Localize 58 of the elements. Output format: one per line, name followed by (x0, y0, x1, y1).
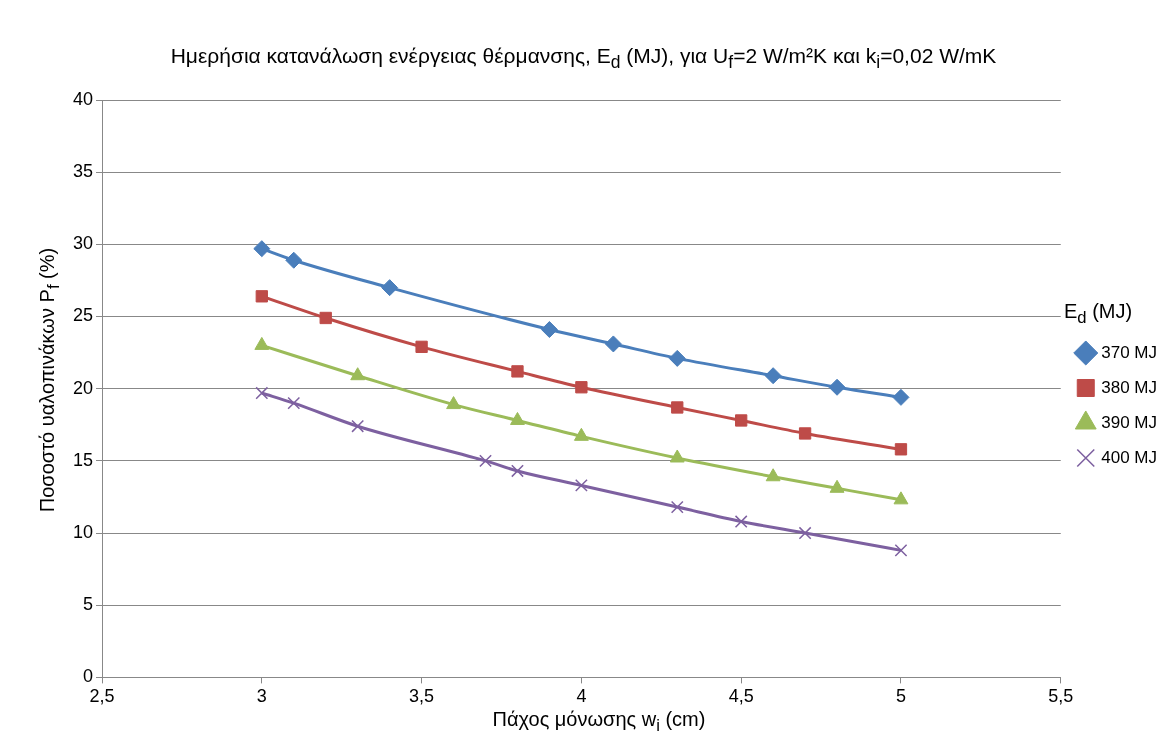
x-tick-label: 4 (576, 686, 587, 707)
point (828, 378, 846, 396)
legend-label: 400 MJ (1101, 447, 1157, 467)
point (511, 365, 524, 378)
point (894, 443, 908, 456)
point (892, 388, 910, 406)
point (894, 543, 908, 557)
point (351, 419, 365, 433)
chart-title: Ημερήσια κατανάλωση ενέργειας θέρμανσης, E$_{d}$ (MJ), για U$_{f}$=2 W/m²K και k$_{i}$=0,02 W/mK (169, 44, 998, 74)
legend-label: 370 MJ (1101, 342, 1157, 362)
point (540, 321, 558, 339)
legend-label: 380 MJ (1101, 377, 1157, 397)
point (350, 367, 366, 381)
point (575, 381, 588, 394)
x-tick-label: 2,5 (89, 686, 115, 707)
y-tick-label: 10 (72, 522, 94, 543)
point (319, 311, 332, 325)
point (255, 386, 269, 400)
point (604, 335, 622, 353)
point (574, 479, 588, 492)
point (764, 367, 782, 385)
point (479, 454, 492, 468)
legend-title: E$_{d}$ (MJ) (1064, 300, 1133, 328)
point (734, 515, 748, 528)
point (253, 240, 271, 258)
point (798, 526, 812, 540)
point (829, 479, 845, 493)
point (573, 427, 589, 441)
x-tick-label: 3,5 (409, 686, 435, 707)
y-tick-label: 0 (83, 666, 94, 687)
y-tick-label: 15 (72, 449, 94, 470)
point (798, 427, 812, 440)
x-tick-label: 3 (256, 686, 267, 707)
point (735, 414, 748, 427)
x-tick-label: 5,5 (1048, 686, 1074, 707)
point (381, 279, 399, 297)
point (668, 349, 686, 367)
y-tick-label: 40 (72, 88, 94, 109)
x-axis-title: Πάχος μόνωσης w$_{i}$ (cm) (492, 708, 706, 736)
y-tick-label: 25 (72, 305, 94, 326)
point (669, 449, 685, 463)
point (415, 340, 428, 353)
point (287, 396, 301, 410)
x-tick-label: 5 (895, 686, 906, 707)
point (671, 401, 684, 414)
point (511, 464, 524, 478)
x-tick-label: 4,5 (728, 686, 754, 707)
point (446, 396, 461, 410)
point (670, 500, 684, 514)
y-tick-label: 20 (72, 377, 94, 398)
y-tick-label: 30 (72, 233, 94, 254)
point (255, 290, 268, 303)
y-tick-label: 5 (83, 594, 94, 615)
y-tick-label: 35 (72, 161, 94, 182)
point (765, 468, 781, 482)
point (893, 491, 909, 505)
point (285, 251, 303, 269)
legend-label: 390 MJ (1101, 412, 1157, 432)
